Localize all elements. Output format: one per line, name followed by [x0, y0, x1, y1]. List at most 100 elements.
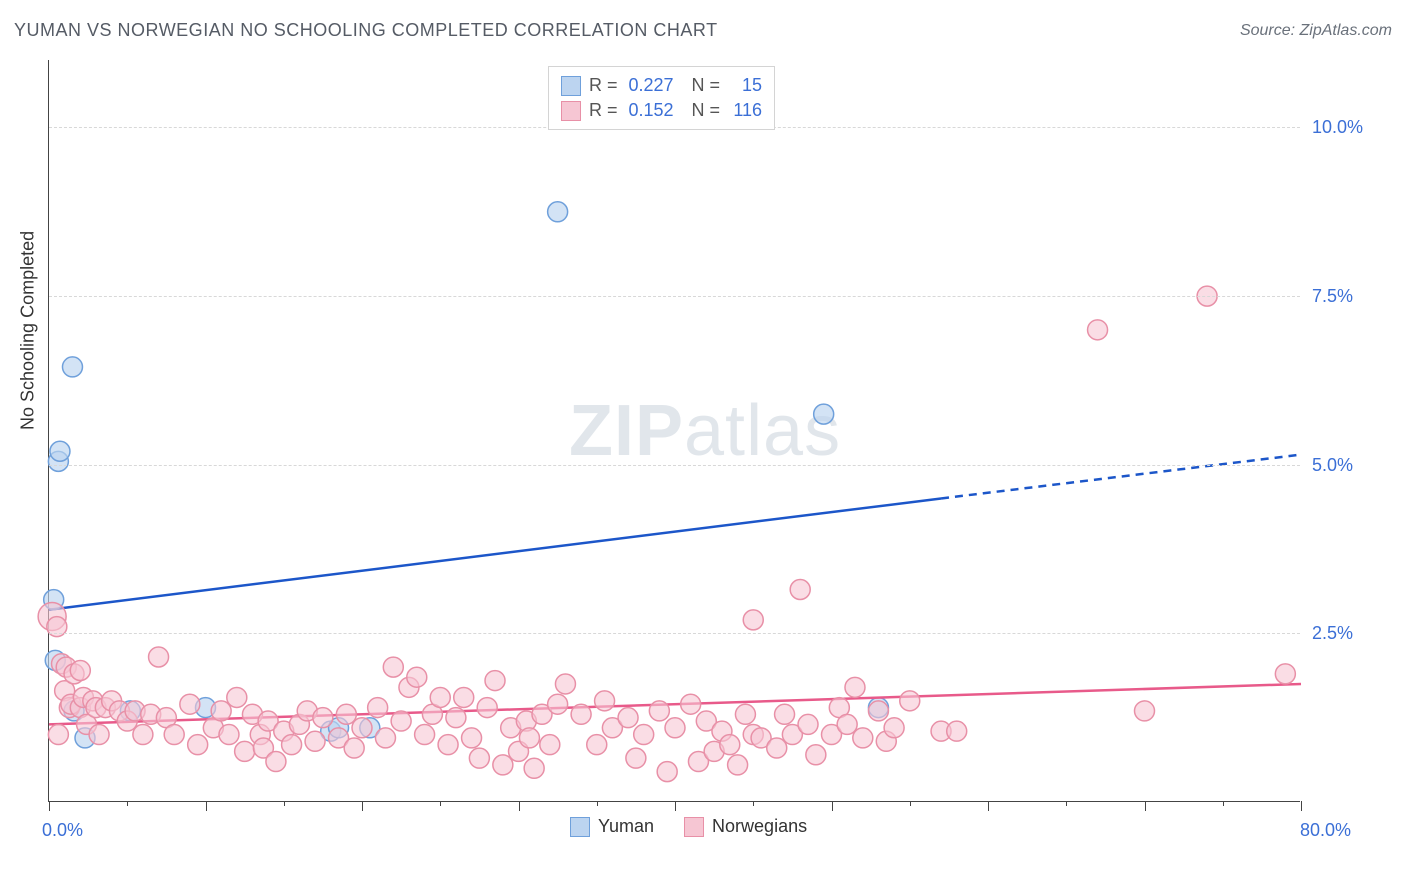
data-point: [89, 725, 109, 745]
legend-swatch: [684, 817, 704, 837]
data-point: [477, 698, 497, 718]
legend-bottom: Yuman Norwegians: [570, 816, 807, 837]
legend-swatch: [561, 101, 581, 121]
chart-title: YUMAN VS NORWEGIAN NO SCHOOLING COMPLETE…: [14, 20, 718, 41]
data-point: [305, 731, 325, 751]
data-point: [626, 748, 646, 768]
data-point: [900, 691, 920, 711]
y-tick-label: 2.5%: [1312, 623, 1353, 644]
data-point: [720, 735, 740, 755]
data-point: [657, 762, 677, 782]
stat-n-label: N =: [692, 100, 721, 121]
x-tick: [1066, 801, 1067, 806]
x-tick: [1145, 801, 1146, 811]
data-point: [524, 758, 544, 778]
data-point: [1088, 320, 1108, 340]
legend-swatch: [570, 817, 590, 837]
x-tick: [206, 801, 207, 811]
data-point: [775, 704, 795, 724]
x-tick: [832, 801, 833, 811]
data-point: [548, 202, 568, 222]
grid-line: [49, 296, 1300, 297]
data-point: [571, 704, 591, 724]
data-point: [62, 357, 82, 377]
data-point: [368, 698, 388, 718]
data-point: [383, 657, 403, 677]
data-point: [681, 694, 701, 714]
data-point: [634, 725, 654, 745]
x-tick: [910, 801, 911, 806]
data-point: [133, 725, 153, 745]
stat-r-label: R =: [589, 75, 618, 96]
data-point: [735, 704, 755, 724]
data-point: [446, 708, 466, 728]
data-point: [595, 691, 615, 711]
legend-item: Yuman: [570, 816, 654, 837]
data-point: [282, 735, 302, 755]
data-point: [227, 687, 247, 707]
data-point: [845, 677, 865, 697]
data-point: [743, 610, 763, 630]
y-tick-label: 7.5%: [1312, 286, 1353, 307]
data-point: [884, 718, 904, 738]
data-point: [336, 704, 356, 724]
x-tick: [49, 801, 50, 811]
data-point: [266, 752, 286, 772]
data-point: [837, 714, 857, 734]
y-tick-label: 10.0%: [1312, 117, 1363, 138]
data-point: [728, 755, 748, 775]
data-point: [313, 708, 333, 728]
y-tick-label: 5.0%: [1312, 455, 1353, 476]
legend-label: Norwegians: [712, 816, 807, 837]
x-tick: [1301, 801, 1302, 811]
data-point: [462, 728, 482, 748]
x-tick: [1223, 801, 1224, 806]
data-point: [853, 728, 873, 748]
trend-line-dashed: [941, 455, 1301, 499]
x-axis-max-label: 80.0%: [1300, 820, 1351, 841]
data-point: [211, 701, 231, 721]
data-point: [219, 725, 239, 745]
grid-line: [49, 465, 1300, 466]
title-bar: YUMAN VS NORWEGIAN NO SCHOOLING COMPLETE…: [14, 20, 1392, 41]
legend-label: Yuman: [598, 816, 654, 837]
data-point: [587, 735, 607, 755]
data-point: [1135, 701, 1155, 721]
x-axis-min-label: 0.0%: [42, 820, 83, 841]
data-point: [375, 728, 395, 748]
data-point: [555, 674, 575, 694]
data-point: [814, 404, 834, 424]
grid-line: [49, 633, 1300, 634]
data-point: [149, 647, 169, 667]
data-point: [235, 741, 255, 761]
x-tick: [440, 801, 441, 806]
data-point: [790, 580, 810, 600]
data-point: [352, 718, 372, 738]
data-point: [438, 735, 458, 755]
data-point: [391, 711, 411, 731]
data-point: [50, 441, 70, 461]
data-point: [70, 660, 90, 680]
chart-svg: [49, 60, 1300, 801]
legend-stats-row: R =0.152N =116: [561, 98, 762, 123]
data-point: [430, 687, 450, 707]
data-point: [180, 694, 200, 714]
data-point: [806, 745, 826, 765]
data-point: [415, 725, 435, 745]
legend-item: Norwegians: [684, 816, 807, 837]
data-point: [665, 718, 685, 738]
plot-area: ZIPatlas: [48, 60, 1300, 802]
data-point: [767, 738, 787, 758]
stat-n-value: 15: [728, 75, 762, 96]
x-tick: [127, 801, 128, 806]
data-point: [868, 701, 888, 721]
stat-n-label: N =: [692, 75, 721, 96]
data-point: [1275, 664, 1295, 684]
data-point: [164, 725, 184, 745]
data-point: [548, 694, 568, 714]
data-point: [407, 667, 427, 687]
data-point: [344, 738, 364, 758]
y-axis-label: No Schooling Completed: [18, 231, 39, 430]
data-point: [485, 671, 505, 691]
data-point: [519, 728, 539, 748]
